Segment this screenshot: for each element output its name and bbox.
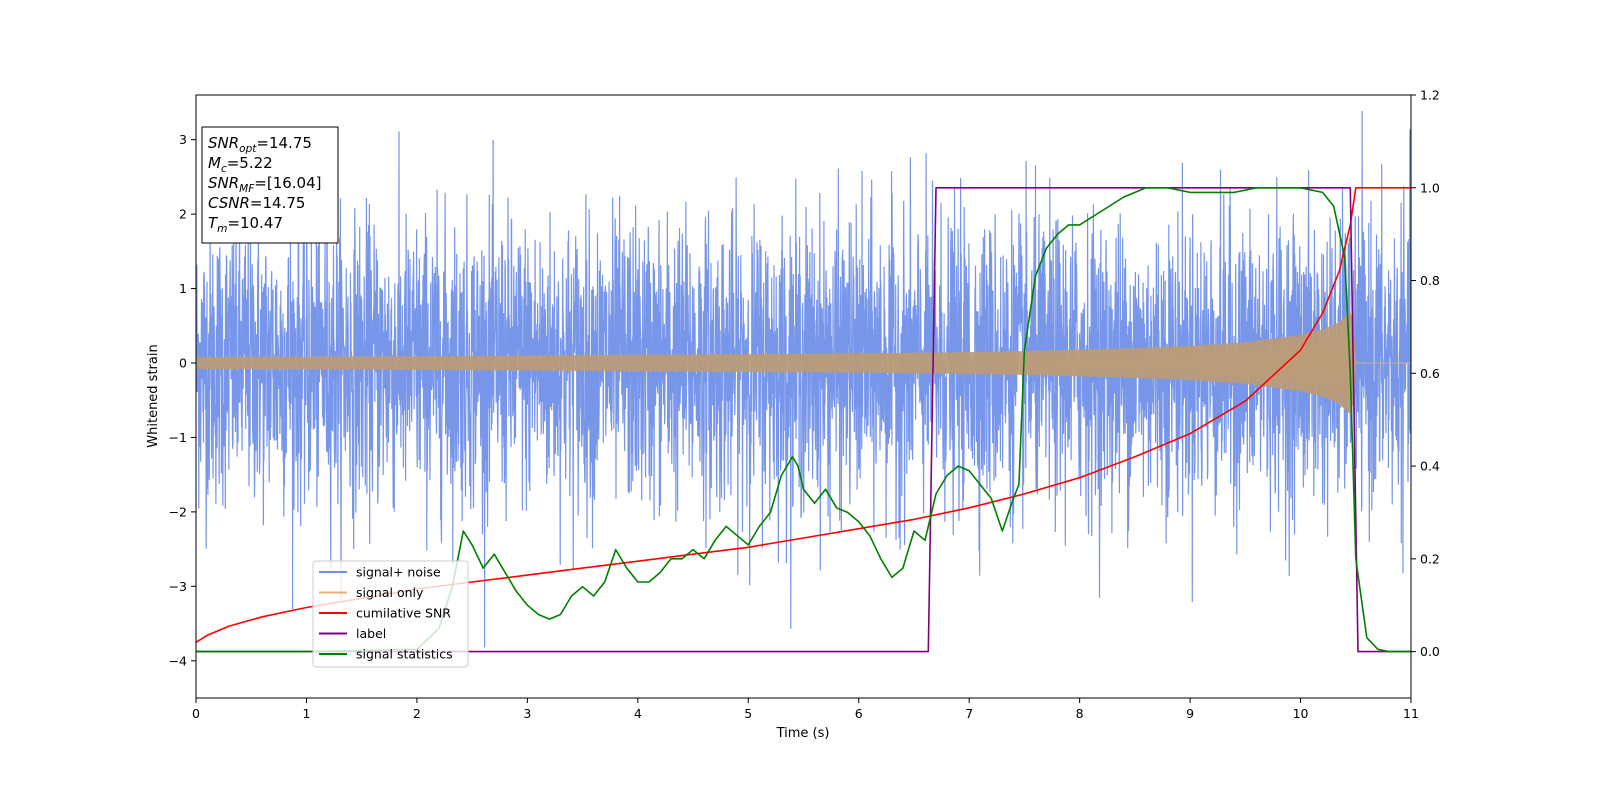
legend-box — [312, 560, 469, 668]
legend-label: signal+ noise — [356, 565, 441, 580]
y-left-tick-label: 3 — [179, 132, 187, 147]
x-tick-label: 10 — [1293, 706, 1309, 721]
y-axis-label: Whitened strain — [146, 344, 161, 447]
x-tick-label: 7 — [965, 706, 973, 721]
series-label-line — [196, 187, 1411, 653]
y-right-tick-label: 0.2 — [1420, 551, 1440, 566]
legend-label: signal statistics — [356, 647, 453, 662]
y-left-tick-label: −4 — [169, 653, 187, 668]
y-right-tick-label: 1.0 — [1420, 180, 1440, 195]
annotation-line: Mc=5.22 — [208, 154, 273, 175]
y-left-tick-label: 2 — [179, 207, 187, 222]
annotation-box — [201, 126, 339, 244]
x-axis-label: Time (s) — [776, 726, 830, 741]
y-right-tick-label: 1.2 — [1420, 88, 1440, 103]
x-tick-label: 1 — [302, 706, 310, 721]
x-tick-label: 11 — [1403, 706, 1419, 721]
axes: 0 1 2 3 4 5 6 7 8 9 10 11 −4 −3 −2 −1 0 1 2 3 0.0 0.2 0.4 0.6 0.… — [169, 88, 1440, 722]
x-tick-label: 3 — [523, 706, 531, 721]
x-tick-label: 9 — [1186, 706, 1194, 721]
y-right-tick-label: 0.6 — [1420, 366, 1440, 381]
y-right-tick-label: 0.0 — [1420, 644, 1440, 659]
y-left-tick-label: −1 — [169, 430, 187, 445]
legend-item: signal statistics — [319, 647, 453, 662]
series-signal-only-envelope — [196, 311, 1411, 415]
x-tick-label: 0 — [192, 706, 200, 721]
annotation-line: SNRMF=[16.04] — [208, 174, 322, 195]
legend: signal+ noise signal only cumilative SNR la… — [312, 560, 469, 668]
legend-item: signal+ noise — [319, 565, 441, 580]
legend-item: cumilative SNR — [319, 606, 451, 621]
y-right-tick-label: 0.4 — [1420, 459, 1440, 474]
legend-label: signal only — [356, 585, 424, 600]
x-tick-label: 6 — [855, 706, 863, 721]
legend-item: signal only — [319, 585, 424, 600]
x-tick-label: 2 — [413, 706, 421, 721]
series-signal-statistics-line — [196, 187, 1411, 653]
annotation-line: Tm=10.47 — [208, 214, 283, 235]
y-left-tick-label: −2 — [169, 504, 187, 519]
legend-label: cumilative SNR — [356, 606, 451, 621]
y-left-tick-label: 0 — [179, 356, 187, 371]
x-tick-label: 5 — [744, 706, 752, 721]
y-left-tick-label: −3 — [169, 579, 187, 594]
plot-frame — [195, 94, 1412, 699]
legend-item: label — [319, 626, 386, 641]
stats-annotation: SNRopt=14.75Mc=5.22SNRMF=[16.04]CSNR=14.… — [201, 126, 339, 244]
x-tick-label: 8 — [1076, 706, 1084, 721]
legend-label: label — [356, 626, 386, 641]
y-right-tick-label: 0.8 — [1420, 273, 1440, 288]
x-tick-label: 4 — [634, 706, 642, 721]
annotation-line: CSNR=14.75 — [208, 194, 305, 212]
annotation-line: SNRopt=14.75 — [208, 134, 312, 155]
y-left-tick-label: 1 — [179, 281, 187, 296]
